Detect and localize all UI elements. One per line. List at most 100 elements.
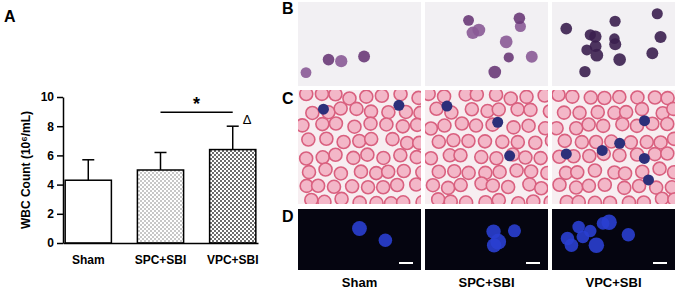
red-cell xyxy=(394,90,407,101)
red-cell xyxy=(353,196,366,204)
red-cell xyxy=(552,122,563,135)
red-cell xyxy=(348,120,361,133)
red-cell xyxy=(635,103,648,116)
error-bar-stem xyxy=(88,160,90,180)
red-cell xyxy=(300,90,313,101)
bar xyxy=(65,180,111,243)
white-cell xyxy=(441,101,452,112)
cell xyxy=(463,15,474,26)
red-cell xyxy=(566,90,579,103)
red-cell xyxy=(411,118,421,131)
micrograph xyxy=(425,209,548,270)
cell xyxy=(579,66,590,77)
red-cell xyxy=(619,167,632,180)
cell xyxy=(488,66,501,79)
red-cell xyxy=(493,165,506,178)
y-tick-mark xyxy=(57,184,63,186)
panel-label: A xyxy=(4,8,16,25)
y-tick: 4 xyxy=(47,178,63,192)
red-cell xyxy=(454,179,467,192)
red-cell xyxy=(316,151,329,164)
red-cell xyxy=(492,194,505,204)
red-cell xyxy=(455,117,468,130)
scale-bar xyxy=(399,262,413,264)
red-cell xyxy=(620,106,633,119)
red-cell xyxy=(653,162,666,175)
red-cell xyxy=(391,178,404,191)
red-cell xyxy=(382,165,395,178)
red-cell xyxy=(442,181,455,194)
cell xyxy=(358,51,370,63)
image-background xyxy=(552,209,675,270)
red-cell xyxy=(364,117,377,130)
red-cell xyxy=(462,134,475,147)
x-tick: SPC+SBI xyxy=(135,243,187,267)
red-cell xyxy=(300,152,313,165)
nucleus xyxy=(589,238,604,253)
cell xyxy=(609,16,620,27)
white-cell xyxy=(597,145,608,156)
error-bar xyxy=(155,152,167,170)
red-cell xyxy=(347,151,360,164)
y-tick-label: 4 xyxy=(47,178,54,192)
micrograph xyxy=(298,2,421,86)
nucleus xyxy=(486,224,500,238)
red-cell xyxy=(386,133,399,146)
red-cell xyxy=(527,195,540,204)
micrograph xyxy=(425,90,548,204)
red-cell xyxy=(552,90,565,101)
white-cell xyxy=(492,117,503,128)
red-cell xyxy=(335,192,348,204)
y-tick-mark xyxy=(57,155,63,157)
red-cell xyxy=(507,121,520,134)
red-cell xyxy=(353,134,366,147)
nucleus xyxy=(577,230,590,243)
red-cell xyxy=(640,136,653,149)
red-cell xyxy=(447,134,460,147)
red-cell xyxy=(618,181,631,194)
red-cell xyxy=(544,196,548,204)
red-cell xyxy=(350,102,363,115)
red-cell xyxy=(588,164,601,177)
red-cell xyxy=(490,90,503,101)
nucleus xyxy=(379,233,393,247)
red-cell xyxy=(346,180,359,193)
red-cell xyxy=(462,166,475,179)
annotation: Δ xyxy=(243,112,252,127)
y-axis-line xyxy=(63,98,65,244)
y-tick-label: 2 xyxy=(47,207,54,221)
cell xyxy=(589,30,601,42)
red-cell xyxy=(637,196,650,204)
red-cell xyxy=(668,193,675,204)
error-bar-cap xyxy=(227,125,239,127)
cell xyxy=(504,52,514,62)
red-cell xyxy=(667,102,675,115)
y-tick: 8 xyxy=(47,120,63,134)
nucleus xyxy=(601,215,616,230)
y-tick: 6 xyxy=(47,149,63,163)
red-cell xyxy=(655,192,668,204)
y-tick: 10 xyxy=(41,90,63,104)
red-cell xyxy=(597,119,610,132)
red-cell xyxy=(302,133,315,146)
red-cell xyxy=(519,151,532,164)
annotation: * xyxy=(193,94,200,114)
cell xyxy=(609,38,621,50)
red-cell xyxy=(416,166,421,179)
panel-label: C xyxy=(282,90,294,107)
column-label: VPC+SBI xyxy=(586,275,642,290)
error-bar-cap xyxy=(82,159,94,161)
x-tick-label: SPC+SBI xyxy=(135,253,187,267)
image-background xyxy=(552,90,675,204)
red-cell xyxy=(465,103,478,116)
red-cell xyxy=(624,136,637,149)
cell xyxy=(646,47,658,59)
red-cell xyxy=(448,165,461,178)
x-axis-line xyxy=(64,243,259,245)
red-cell xyxy=(470,90,483,101)
red-cell xyxy=(479,196,492,204)
x-tick: Sham xyxy=(72,243,105,267)
cell xyxy=(560,23,572,35)
scale-bar xyxy=(653,262,667,264)
red-cell xyxy=(337,136,350,149)
